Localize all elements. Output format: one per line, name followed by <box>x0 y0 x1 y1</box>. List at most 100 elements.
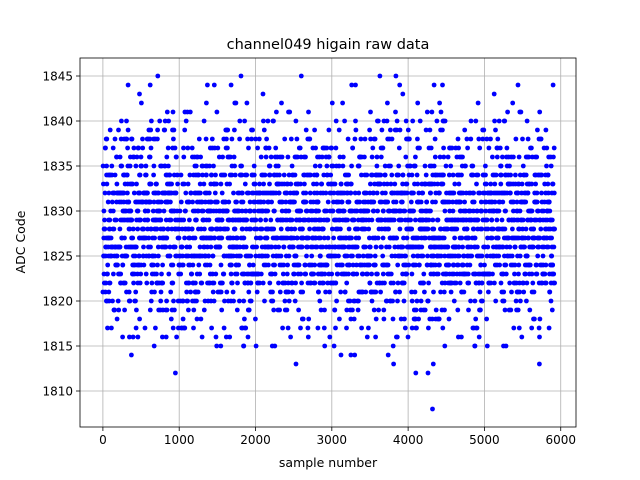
data-point <box>492 118 497 124</box>
data-point <box>433 262 438 268</box>
data-point <box>154 271 159 277</box>
data-point <box>205 244 210 250</box>
data-point <box>445 226 451 232</box>
data-point <box>285 280 291 286</box>
data-point <box>279 100 284 106</box>
data-point <box>384 181 390 187</box>
data-point <box>394 235 400 241</box>
data-point <box>215 199 220 205</box>
data-point <box>253 217 259 223</box>
data-point <box>338 289 344 295</box>
data-point <box>348 181 354 187</box>
data-point <box>303 127 309 133</box>
data-point <box>275 163 281 169</box>
data-point <box>246 145 251 151</box>
data-point <box>158 199 164 205</box>
data-point <box>307 136 313 142</box>
data-point <box>413 307 419 313</box>
data-point <box>399 199 405 205</box>
data-point <box>490 271 495 277</box>
data-point <box>232 127 237 133</box>
data-point <box>375 208 380 214</box>
data-point <box>331 343 337 349</box>
data-point <box>214 343 220 349</box>
data-point <box>225 145 230 151</box>
data-point <box>187 235 193 241</box>
data-point <box>543 280 549 286</box>
data-point <box>307 226 312 232</box>
data-point <box>110 145 116 151</box>
data-point <box>488 136 493 142</box>
data-point <box>213 334 219 340</box>
data-point <box>552 280 557 286</box>
data-point <box>182 235 188 241</box>
data-point <box>147 307 153 313</box>
data-point <box>447 208 453 214</box>
data-point <box>267 172 273 178</box>
data-point <box>294 136 300 142</box>
data-point <box>130 181 135 187</box>
data-point <box>272 271 278 277</box>
x-tick-label: 0 <box>99 433 107 447</box>
data-point <box>524 118 530 124</box>
data-point <box>511 154 516 160</box>
data-point <box>369 154 375 160</box>
data-point <box>519 181 525 187</box>
data-point <box>323 289 328 295</box>
data-point <box>133 325 139 331</box>
data-point <box>538 136 544 142</box>
data-point <box>543 127 549 133</box>
data-point <box>260 91 266 97</box>
data-point <box>200 172 205 178</box>
data-point <box>382 280 387 286</box>
data-point <box>459 334 464 340</box>
data-point <box>134 307 139 313</box>
data-point <box>245 136 251 142</box>
data-point <box>180 253 186 259</box>
data-point <box>476 136 482 142</box>
data-point <box>537 361 542 367</box>
data-point <box>422 289 427 295</box>
data-point <box>350 262 356 268</box>
data-point <box>517 253 523 259</box>
data-point <box>408 199 414 205</box>
data-point <box>166 118 172 124</box>
data-point <box>232 172 238 178</box>
data-point <box>254 226 260 232</box>
data-point <box>315 199 321 205</box>
data-point <box>156 190 162 196</box>
data-point <box>438 226 444 232</box>
data-point <box>184 289 190 295</box>
data-point <box>307 190 313 196</box>
data-point <box>353 127 359 133</box>
data-point <box>281 262 287 268</box>
data-point <box>284 190 290 196</box>
data-point <box>389 172 395 178</box>
data-point <box>346 172 351 178</box>
data-point <box>485 244 491 250</box>
data-point <box>228 154 233 160</box>
data-point <box>413 217 418 223</box>
data-point <box>551 271 557 277</box>
data-point <box>349 235 354 241</box>
data-point <box>296 307 301 313</box>
data-point <box>239 163 245 169</box>
data-point <box>120 262 126 268</box>
data-point <box>367 190 373 196</box>
data-point <box>164 154 170 160</box>
data-point <box>532 316 537 322</box>
data-point <box>465 271 471 277</box>
data-point <box>403 253 408 259</box>
data-point <box>317 163 323 169</box>
data-point <box>290 289 295 295</box>
data-point <box>124 118 129 124</box>
data-point <box>359 172 364 178</box>
data-point <box>277 172 282 178</box>
data-point <box>310 208 315 214</box>
data-point <box>195 289 201 295</box>
data-point <box>475 244 480 250</box>
data-point <box>424 109 430 115</box>
data-point <box>428 145 434 151</box>
data-point <box>272 262 277 268</box>
data-point <box>118 271 124 277</box>
